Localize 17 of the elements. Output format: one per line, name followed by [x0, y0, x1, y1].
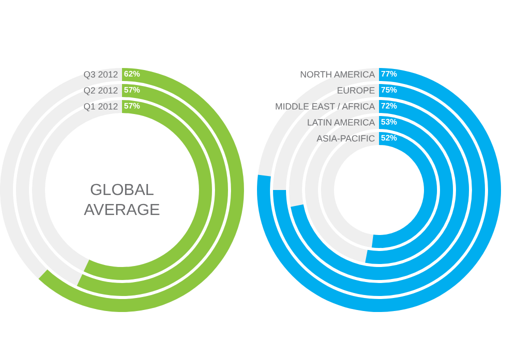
category-label: NORTH AMERICA	[300, 70, 375, 80]
data-label: 52%	[381, 134, 398, 142]
data-label: 57%	[124, 102, 140, 110]
category-label: MIDDLE EAST / AFRICA	[275, 102, 375, 112]
category-label: Q2 2012	[83, 86, 118, 96]
category-label: Q3 2012	[83, 70, 118, 80]
category-label: LATIN AMERICA	[307, 118, 375, 128]
category-label: EUROPE	[336, 86, 375, 96]
data-label: 53%	[381, 118, 398, 126]
text: GLOBAL AVERAGE	[84, 182, 160, 219]
category-label: ASIA-PACIFIC	[316, 134, 376, 144]
data-label: 75%	[381, 86, 398, 94]
category-label: Q1 2012	[83, 102, 118, 112]
data-label: 62%	[124, 70, 140, 78]
data-label: 72%	[381, 102, 398, 110]
data-label: 77%	[381, 70, 398, 78]
data-label: 57%	[124, 86, 140, 94]
